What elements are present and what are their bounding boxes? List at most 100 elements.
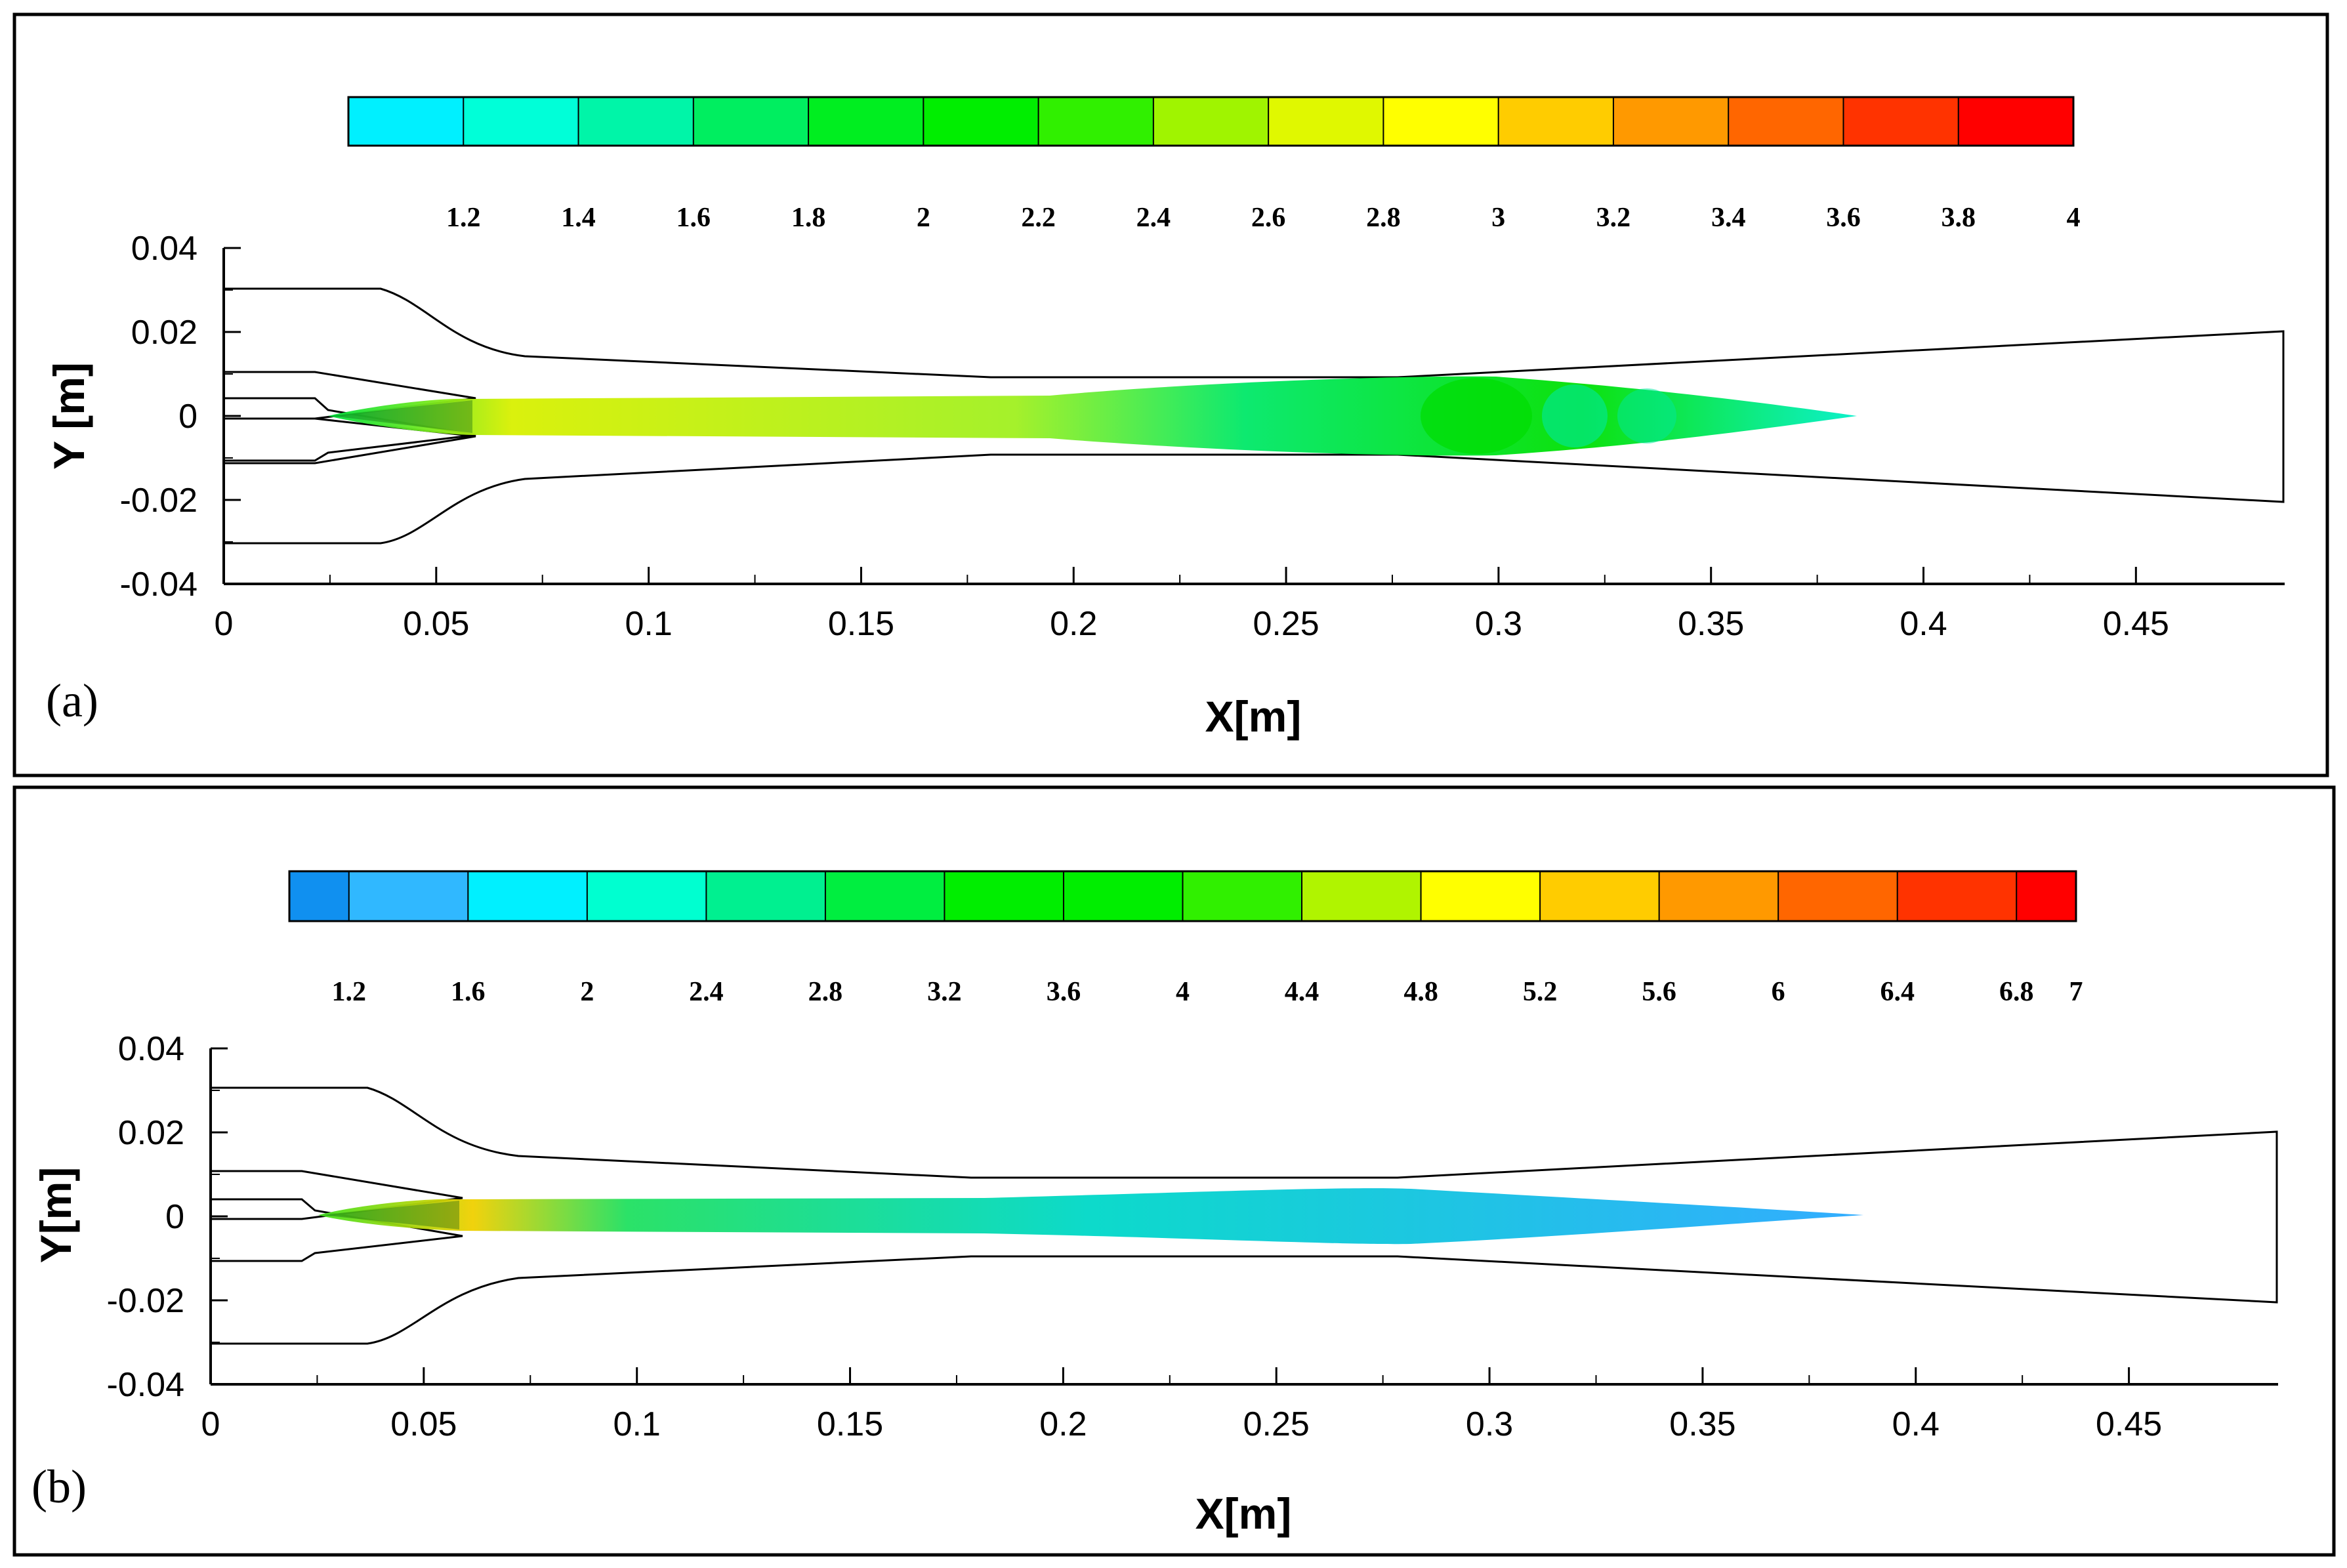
colorbar-segment [1843,97,1959,146]
colorbar-tick-label: 4.8 [1403,977,1438,1007]
x-tick-label: 0.2 [1039,1405,1087,1443]
colorbar-tick-label: 4 [2067,203,2081,233]
colorbar-tick-label: 2.6 [1251,203,1286,233]
colorbar-tick-label: 2.8 [1366,203,1401,233]
colorbar-segment [468,871,587,921]
y-axis-title: Y [m] [45,362,93,470]
colorbar-tick-label: 2 [580,977,594,1007]
colorbar-segment [1153,97,1269,146]
colorbar-tick-label: 3.6 [1047,977,1081,1007]
colorbar-segment [1613,97,1729,146]
colorbar-tick-label: 6 [1772,977,1785,1007]
axes: 0 0.05 0.1 0.15 0.2 0.25 0.3 0.35 0.4 0.45 0.04 0.0… [106,1030,2278,1443]
colorbar-segment [1302,871,1421,921]
x-tick-label: 0.05 [403,605,469,643]
x-tick-label: 0.3 [1475,605,1522,643]
panel-b: 1.2 1.6 2 2.4 2.8 3.2 3.6 4 4.4 4.8 5.2 5.6 6 6.4 6.8 7… [12,785,2336,1557]
y-tick-label: -0.02 [106,1282,184,1320]
y-tick-label: 0.04 [131,230,197,268]
colorbar-segment [1383,97,1499,146]
colorbar-segment [1540,871,1659,921]
colorbar-segment [1063,871,1183,921]
colorbar-segment [923,97,1039,146]
colorbar-segment [1182,871,1302,921]
x-tick-label: 0 [201,1405,220,1443]
colorbar-tick-label: 4 [1176,977,1190,1007]
colorbar-segment [2016,871,2076,921]
y-tick-label: 0.04 [118,1030,184,1068]
x-axis-title: X[m] [1195,1489,1292,1538]
colorbar-tick-label: 2.2 [1021,203,1056,233]
colorbar-tick-label: 5.6 [1642,977,1676,1007]
colorbar-tick-label: 3.8 [1941,203,1976,233]
x-tick-label: 0.35 [1678,605,1744,643]
x-tick-label: 0.2 [1050,605,1097,643]
colorbar-segment [1728,97,1844,146]
x-tick-label: 0.45 [2103,605,2169,643]
x-tick-label: 0.45 [2096,1405,2162,1443]
y-tick-label: 0.02 [131,314,197,352]
panel-label: (b) [31,1460,87,1513]
colorbar-segment [1498,97,1613,146]
colorbar-segment [1268,97,1384,146]
colorbar-tick-label: 1.2 [332,977,367,1007]
colorbar-segment [693,97,809,146]
colorbar-tick-label: 6.8 [1999,977,2034,1007]
x-tick-label: 0.1 [613,1405,661,1443]
plume-contour [328,376,1857,456]
colorbar-segment [1038,97,1153,146]
x-tick-label: 0.05 [390,1405,457,1443]
colorbar-tick-label: 1.8 [791,203,826,233]
colorbar-tick-label: 1.6 [451,977,486,1007]
x-tick-label: 0.1 [625,605,672,643]
x-tick-label: 0.4 [1900,605,1947,643]
colorbar-tick-label: 3.2 [927,977,962,1007]
colorbar-tick-label: 2 [917,203,930,233]
colorbar-segment [587,871,707,921]
x-tick-label: 0.25 [1243,1405,1310,1443]
colorbar-tick-label: 7 [2069,977,2083,1007]
colorbar-tick-label: 3.2 [1596,203,1631,233]
colorbar-tick-label: 2.4 [1136,203,1171,233]
colorbar-tick-label: 1.2 [446,203,481,233]
colorbar-tick-label: 2.8 [808,977,843,1007]
x-tick-label: 0.15 [817,1405,883,1443]
colorbar: 1.2 1.4 1.6 1.8 2 2.2 2.4 2.6 2.8 3 3.2 3.4 3.6 3.8 4 [347,96,2081,233]
panel-a: 1.2 1.4 1.6 1.8 2 2.2 2.4 2.6 2.8 3 3.2 3.4 3.6 3.8 4 … [12,12,2329,777]
colorbar-segment [463,97,579,146]
colorbar-segment [1421,871,1541,921]
axes: 0 0.05 0.1 0.15 0.2 0.25 0.3 0.35 0.4 0.45 0.04 0.0… [119,230,2285,643]
colorbar-tick-label: 3.6 [1826,203,1861,233]
x-tick-label: 0.4 [1892,1405,1940,1443]
colorbar-segment [1897,871,2017,921]
colorbar-segment [1958,97,2073,146]
x-tick-label: 0.25 [1253,605,1319,643]
panel-frame [12,12,2329,777]
colorbar-tick-label: 3 [1491,203,1505,233]
panel-frame [12,785,2336,1557]
x-axis-title: X[m] [1205,692,1302,741]
colorbar-tick-label: 1.4 [561,203,596,233]
x-tick-label: 0.15 [828,605,894,643]
colorbar-tick-label: 2.4 [689,977,724,1007]
colorbar-segment [944,871,1064,921]
y-tick-label: 0 [165,1198,184,1236]
colorbar-segment [808,97,924,146]
colorbar-tick-label: 1.6 [676,203,711,233]
y-tick-label: -0.04 [106,1366,184,1404]
colorbar-tick-label: 4.4 [1285,977,1319,1007]
y-tick-label: 0 [178,398,197,436]
y-tick-label: -0.02 [119,482,197,520]
colorbar-tick-label: 3.4 [1711,203,1746,233]
colorbar-segment [706,871,825,921]
x-tick-label: 0.35 [1669,1405,1735,1443]
y-tick-label: 0.02 [118,1114,184,1152]
x-tick-label: 0.3 [1466,1405,1513,1443]
panel-label: (a) [46,674,98,727]
y-tick-label: -0.04 [119,566,197,604]
colorbar-segment [1778,871,1898,921]
colorbar-segment [348,871,468,921]
nozzle-geometry [211,1086,2278,1345]
colorbar-tick-label: 5.2 [1523,977,1558,1007]
